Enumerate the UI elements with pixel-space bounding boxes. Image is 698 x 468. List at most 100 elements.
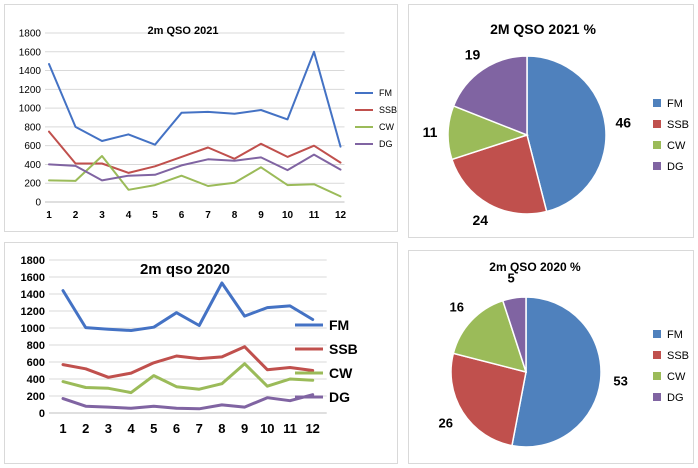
x-tick-label: 10 xyxy=(282,210,294,221)
x-tick-label: 6 xyxy=(173,421,180,436)
data-label-fm: 46 xyxy=(615,115,631,131)
legend-label-fm: FM xyxy=(329,317,349,333)
x-tick-label: 10 xyxy=(260,421,274,436)
legend-swatch-ssb xyxy=(653,120,661,128)
x-tick-label: 2 xyxy=(82,421,89,436)
y-tick-label: 1800 xyxy=(21,255,45,267)
y-tick-label: 800 xyxy=(24,122,41,133)
y-tick-label: 1400 xyxy=(21,289,45,301)
x-tick-label: 1 xyxy=(59,421,66,436)
y-tick-label: 200 xyxy=(24,179,41,190)
y-tick-label: 1200 xyxy=(21,306,45,318)
legend-label-dg: DG xyxy=(667,161,684,173)
y-tick-label: 1600 xyxy=(19,47,42,58)
y-tick-label: 200 xyxy=(27,391,45,403)
pie-slice-fm xyxy=(511,296,602,448)
x-tick-label: 4 xyxy=(126,210,132,221)
x-tick-label: 8 xyxy=(218,421,225,436)
y-tick-label: 1200 xyxy=(19,85,42,96)
legend-label-dg: DG xyxy=(667,392,684,404)
data-label-fm: 53 xyxy=(613,373,627,388)
pie-chart-2021: 46 24 11 19 2M QSO 2021 % FM SSB CW DG xyxy=(423,21,689,228)
series-line-cw xyxy=(61,362,315,395)
pie-slice-dg xyxy=(501,296,527,373)
x-tick-label: 7 xyxy=(205,210,211,221)
legend-label-fm: FM xyxy=(667,329,683,341)
x-tick-label: 4 xyxy=(127,421,135,436)
series-line-ssb xyxy=(48,130,342,174)
legend-label-dg: DG xyxy=(379,139,393,149)
series-line-cw xyxy=(48,155,342,198)
x-tick-label: 11 xyxy=(309,210,320,221)
legend-swatch-cw xyxy=(653,372,661,380)
y-tick-label: 1000 xyxy=(19,104,42,115)
x-tick-label: 3 xyxy=(105,421,112,436)
x-tick-label: 9 xyxy=(241,421,248,436)
legend-label-ssb: SSB xyxy=(667,350,689,362)
legend-label-dg: DG xyxy=(329,389,350,405)
chart-title: 2M QSO 2021 % xyxy=(490,21,596,37)
data-label-cw: 16 xyxy=(450,300,464,315)
pie-slice-dg xyxy=(452,55,528,137)
x-tick-label: 3 xyxy=(99,210,105,221)
legend-label-cw: CW xyxy=(329,365,353,381)
legend-label-ssb: SSB xyxy=(329,341,358,357)
x-tick-label: 11 xyxy=(283,421,297,436)
legend-swatch-cw xyxy=(653,141,661,149)
legend-label-ssb: SSB xyxy=(379,105,397,115)
chart-title: 2m qso 2020 xyxy=(140,261,230,278)
data-label-ssb: 26 xyxy=(439,415,453,430)
x-tick-label: 5 xyxy=(150,421,157,436)
data-label-dg: 5 xyxy=(508,271,515,286)
legend-swatch-dg xyxy=(653,393,661,401)
series-line-ssb xyxy=(61,345,315,379)
pie-chart-2020-panel: 53 26 16 5 2m QSO 2020 % FM SSB CW DG xyxy=(408,250,694,464)
legend-swatch-dg xyxy=(653,162,661,170)
y-tick-label: 1000 xyxy=(21,323,45,335)
y-tick-label: 1400 xyxy=(19,66,42,77)
legend-label-cw: CW xyxy=(667,371,686,383)
pie-slice-ssb xyxy=(450,134,548,215)
y-tick-label: 1600 xyxy=(21,272,45,284)
legend-swatch-ssb xyxy=(653,351,661,359)
x-tick-label: 7 xyxy=(196,421,203,436)
x-tick-label: 5 xyxy=(152,210,158,221)
x-tick-label: 6 xyxy=(179,210,185,221)
x-tick-label: 12 xyxy=(335,210,347,221)
y-tick-label: 0 xyxy=(39,408,45,420)
pie-slice-fm xyxy=(526,55,607,213)
legend-label-fm: FM xyxy=(667,98,683,110)
series-line-dg xyxy=(48,153,342,182)
x-tick-label: 12 xyxy=(305,421,319,436)
line-chart-2020-panel: 0 200 400 600 800 1000 1200 1400 1600 1800 1 2 3 4 5 6 7… xyxy=(4,242,398,464)
pie-slice-ssb xyxy=(450,352,527,447)
series-line-dg xyxy=(61,393,315,411)
pie-chart-2020: 53 26 16 52m QSO 2020 % FM SSB CW DG xyxy=(439,260,689,448)
chart-title: 2m QSO 2021 xyxy=(148,25,219,37)
data-label-ssb: 24 xyxy=(472,212,488,228)
x-tick-label: 2 xyxy=(73,210,79,221)
x-tick-label: 1 xyxy=(46,210,52,221)
y-tick-label: 600 xyxy=(24,141,41,152)
series-line-fm xyxy=(48,50,342,148)
y-tick-label: 800 xyxy=(27,340,45,352)
y-tick-label: 1800 xyxy=(19,29,42,40)
legend-label-fm: FM xyxy=(379,88,392,98)
legend-swatch-fm xyxy=(653,99,661,107)
chart-title: 2m QSO 2020 % xyxy=(489,260,581,274)
x-tick-label: 8 xyxy=(232,210,238,221)
legend-swatch-fm xyxy=(653,330,661,338)
line-chart-2021-panel: 0 200 400 600 800 1000 1200 1400 1600 1800 1 2 3 4 5 6 7… xyxy=(4,4,398,232)
pie-chart-2021-panel: 46 24 11 19 2M QSO 2021 % FM SSB CW DG xyxy=(408,4,694,238)
y-tick-label: 0 xyxy=(35,198,41,209)
x-tick-label: 9 xyxy=(258,210,264,221)
data-label-cw: 11 xyxy=(423,124,438,140)
data-label-dg: 19 xyxy=(465,47,481,63)
legend-label-cw: CW xyxy=(667,140,686,152)
y-tick-label: 400 xyxy=(24,160,41,171)
y-tick-label: 400 xyxy=(27,374,45,386)
y-tick-label: 600 xyxy=(27,357,45,369)
legend-label-cw: CW xyxy=(379,122,394,132)
